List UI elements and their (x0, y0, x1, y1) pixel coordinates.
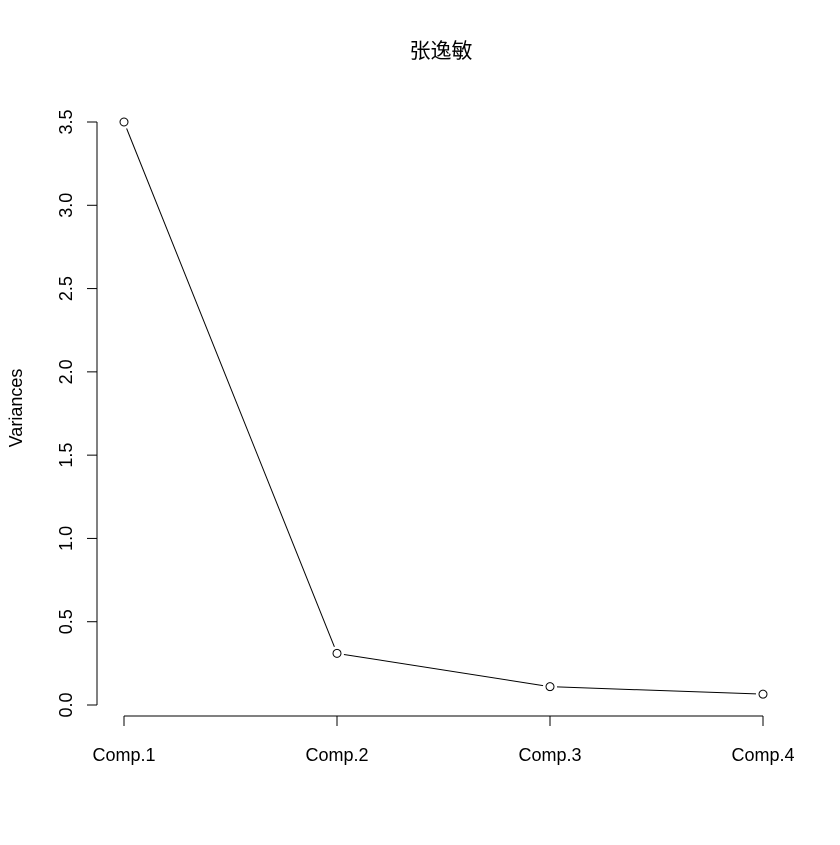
y-tick-label: 1.5 (56, 443, 76, 468)
y-tick-label: 2.0 (56, 359, 76, 384)
x-ticks: Comp.1 Comp.2 Comp.3 Comp.4 (92, 716, 795, 765)
chart-title: 张逸敏 (410, 40, 473, 63)
data-point-comp-1 (119, 117, 129, 127)
y-ticks: 0.0 0.5 1.0 1.5 2.0 2.5 3.0 3.5 (56, 109, 97, 718)
y-tick-label: 0.5 (56, 609, 76, 634)
x-tick-label: Comp.4 (731, 745, 794, 765)
y-tick-label: 3.5 (56, 109, 76, 134)
data-point-comp-2 (332, 648, 342, 658)
x-tick-label: Comp.1 (92, 745, 155, 765)
y-tick-label: 2.5 (56, 276, 76, 301)
x-tick-label: Comp.2 (305, 745, 368, 765)
y-tick-label: 1.0 (56, 526, 76, 551)
series-line-segment (556, 686, 757, 695)
x-tick-label: Comp.3 (518, 745, 581, 765)
series-line-segment (126, 128, 335, 648)
data-point-comp-4 (758, 689, 768, 699)
series-group (119, 117, 768, 699)
data-point-comp-3 (545, 682, 555, 692)
y-axis-label: Variances (6, 369, 26, 448)
y-tick-label: 3.0 (56, 193, 76, 218)
series-line-segment (343, 653, 544, 687)
y-tick-label: 0.0 (56, 692, 76, 717)
